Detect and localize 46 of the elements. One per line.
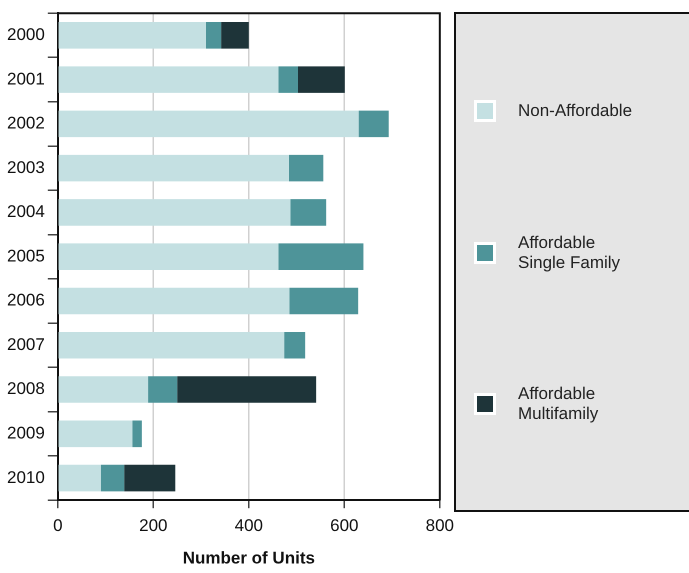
bar [58,110,359,138]
bar [284,332,306,359]
bar [148,376,178,403]
x-tick-label: 800 [426,516,454,536]
bar [58,288,290,314]
y-tick-label: 2005 [6,246,45,266]
x-tick-label: 400 [234,516,264,536]
y-tick-label: 2010 [6,468,45,487]
bar [132,420,142,448]
bar [100,464,124,492]
legend-label: Affordable Single Family [518,232,622,273]
y-tick-label: 2006 [6,290,45,310]
bar [288,154,324,182]
bar [58,66,278,93]
bar [58,332,284,359]
bar [298,66,345,93]
bar [58,22,206,49]
bar [58,376,148,403]
bar [278,243,364,270]
bar [177,376,316,403]
bar [124,464,176,492]
y-tick-label: 2003 [6,158,45,177]
y-tick-label: 2007 [6,334,45,354]
bar [221,22,249,49]
x-tick-label: 200 [139,516,168,536]
bar [289,288,358,314]
bar [58,420,132,448]
legend-label: Affordable Multifamily [518,384,600,424]
bar [58,464,101,492]
x-tick-label: 0 [53,516,63,536]
y-tick-label: 2004 [6,202,45,222]
y-tick-label: 2001 [6,69,45,88]
bar [58,154,289,182]
y-tick-label: 2008 [6,379,45,398]
bar [290,199,326,226]
bar [206,22,222,49]
legend-label: Non-Affordable [518,100,634,121]
x-axis-title: Number of Units [182,548,315,568]
bar [358,110,389,138]
y-tick-label: 2009 [6,423,45,442]
bar [58,199,290,226]
y-tick-label: 2000 [6,25,45,44]
bar [278,66,298,93]
bar [58,243,278,270]
x-tick-label: 600 [330,516,359,536]
y-tick-label: 2002 [6,114,45,133]
